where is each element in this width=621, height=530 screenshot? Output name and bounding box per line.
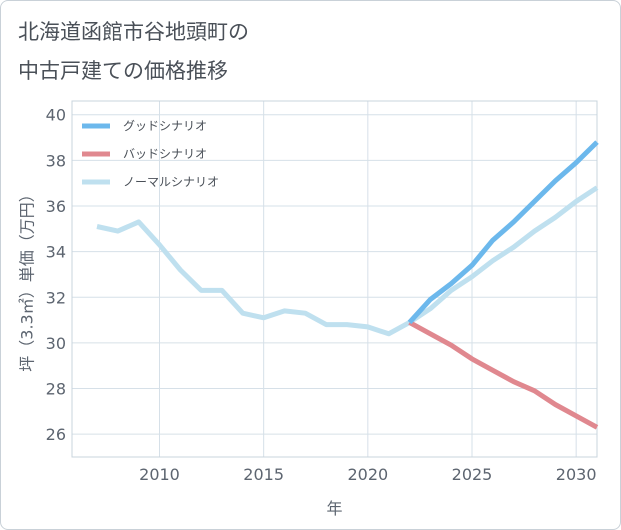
x-tick-label: 2015 xyxy=(243,465,284,484)
y-tick-label: 32 xyxy=(46,288,66,307)
x-axis-title: 年 xyxy=(326,499,342,518)
y-tick-label: 30 xyxy=(46,334,66,353)
legend-label: バッドシナリオ xyxy=(123,147,207,161)
x-tick-label: 2010 xyxy=(139,465,180,484)
x-tick-label: 2020 xyxy=(347,465,388,484)
chart-title-line-2: 中古戸建ての価格推移 xyxy=(18,59,228,83)
y-tick-label: 26 xyxy=(46,425,66,444)
series-line-2 xyxy=(96,185,599,337)
x-tick-label: 2030 xyxy=(556,465,597,484)
y-tick-label: 38 xyxy=(46,151,66,170)
y-tick-label: 34 xyxy=(46,243,66,262)
y-axis-title: 坪（3.3㎡）単価（万円） xyxy=(18,186,37,371)
chart-title-line-1: 北海道函館市谷地頭町の xyxy=(18,20,249,44)
series-lines xyxy=(96,140,599,430)
series-line-1 xyxy=(408,320,599,430)
y-tick-label: 40 xyxy=(46,106,66,125)
grid xyxy=(72,101,597,457)
plot-area-frame xyxy=(71,100,598,458)
legend-label: グッドシナリオ xyxy=(123,119,207,133)
y-tick-label: 28 xyxy=(46,380,66,399)
series-line-0 xyxy=(407,140,599,325)
legend-label: ノーマルシナリオ xyxy=(123,175,219,189)
x-tick-label: 2025 xyxy=(452,465,493,484)
y-tick-label: 36 xyxy=(46,197,66,216)
axis-ticks: 2010 2015 2020 2025 2030 26 28 30 32 34 36 38 40 xyxy=(46,106,597,484)
